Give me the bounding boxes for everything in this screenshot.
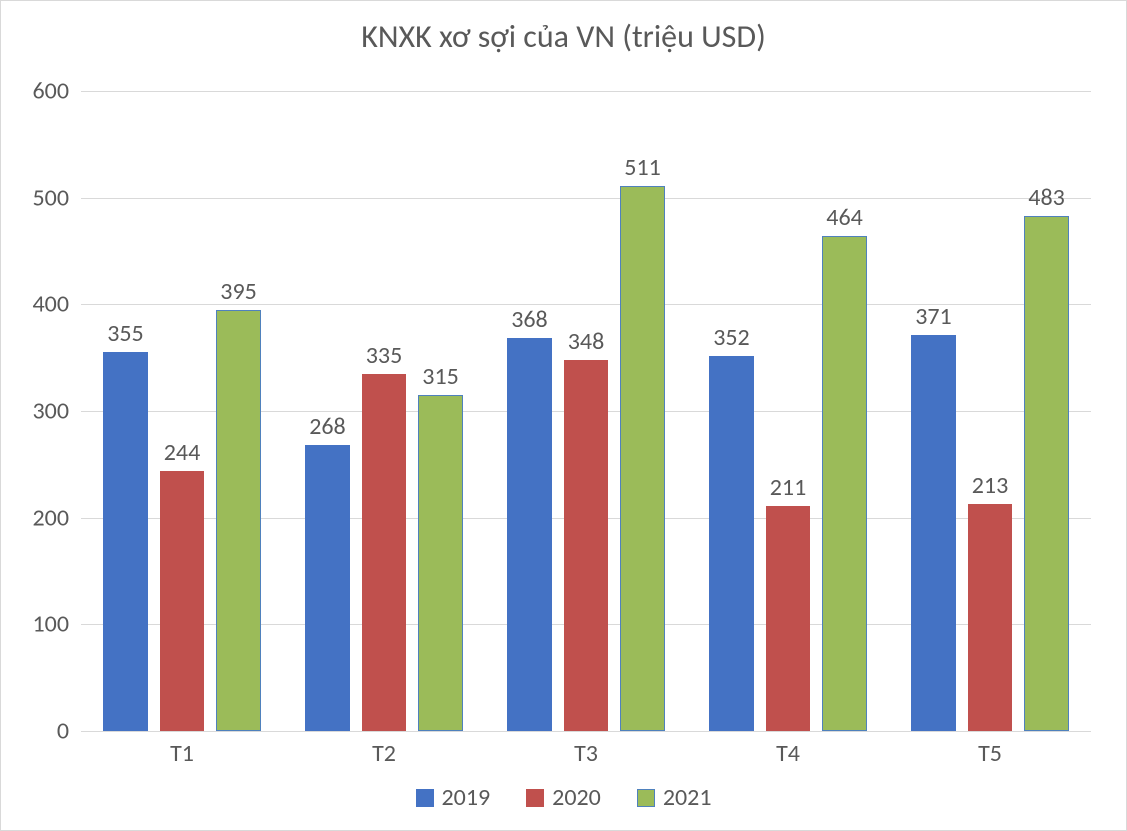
- bar-2020: [362, 374, 406, 731]
- y-tick-label: 0: [57, 717, 69, 746]
- legend-swatch: [526, 789, 544, 807]
- bar-2020: [968, 504, 1012, 731]
- data-label: 355: [107, 319, 144, 348]
- legend-label: 2020: [552, 783, 601, 812]
- data-label: 511: [624, 153, 661, 182]
- chart-frame: KNXK xơ sợi của VN (triệu USD) 0 100 200 30…: [0, 0, 1127, 831]
- data-label: 483: [1028, 183, 1065, 212]
- y-tick-label: 500: [33, 183, 70, 212]
- data-label: 348: [568, 327, 605, 356]
- data-label: 335: [366, 341, 403, 370]
- data-label: 371: [915, 302, 952, 331]
- bar-2021: [822, 236, 866, 731]
- y-tick-label: 600: [33, 77, 70, 106]
- bar-2019: [911, 335, 955, 731]
- gridline: [81, 91, 1091, 92]
- legend-swatch: [637, 789, 655, 807]
- y-tick-label: 300: [33, 397, 70, 426]
- legend-label: 2021: [663, 783, 712, 812]
- bar-2020: [766, 506, 810, 731]
- legend-label: 2019: [442, 783, 491, 812]
- x-tick-label: T2: [372, 739, 396, 768]
- legend-swatch: [416, 789, 434, 807]
- y-tick-label: 400: [33, 290, 70, 319]
- bar-2021: [1024, 216, 1068, 731]
- data-label: 368: [511, 305, 548, 334]
- data-label: 464: [826, 203, 863, 232]
- bar-2020: [564, 360, 608, 731]
- bar-2019: [305, 445, 349, 731]
- data-label: 211: [770, 473, 807, 502]
- x-tick-label: T4: [776, 739, 800, 768]
- plot-area: 0100200300400500600355244395T1268335315T…: [81, 91, 1091, 731]
- bar-2021: [620, 186, 664, 731]
- x-tick-label: T3: [574, 739, 598, 768]
- legend: 2019 2020 2021: [1, 783, 1126, 812]
- bar-2019: [709, 356, 753, 731]
- y-tick-label: 200: [33, 503, 70, 532]
- legend-item: 2021: [637, 783, 712, 812]
- legend-item: 2019: [416, 783, 491, 812]
- data-label: 268: [309, 412, 346, 441]
- data-label: 213: [972, 471, 1009, 500]
- bar-2019: [507, 338, 551, 731]
- bar-2021: [418, 395, 462, 731]
- bar-2019: [103, 352, 147, 731]
- bar-2021: [216, 310, 260, 731]
- chart-title: KNXK xơ sợi của VN (triệu USD): [1, 17, 1126, 56]
- gridline: [81, 198, 1091, 199]
- data-label: 244: [164, 438, 201, 467]
- x-tick-label: T5: [978, 739, 1002, 768]
- legend-item: 2020: [526, 783, 601, 812]
- gridline: [81, 731, 1091, 732]
- bar-2020: [160, 471, 204, 731]
- x-tick-label: T1: [170, 739, 194, 768]
- data-label: 395: [220, 277, 257, 306]
- data-label: 352: [713, 323, 750, 352]
- data-label: 315: [422, 362, 459, 391]
- y-tick-label: 100: [33, 610, 70, 639]
